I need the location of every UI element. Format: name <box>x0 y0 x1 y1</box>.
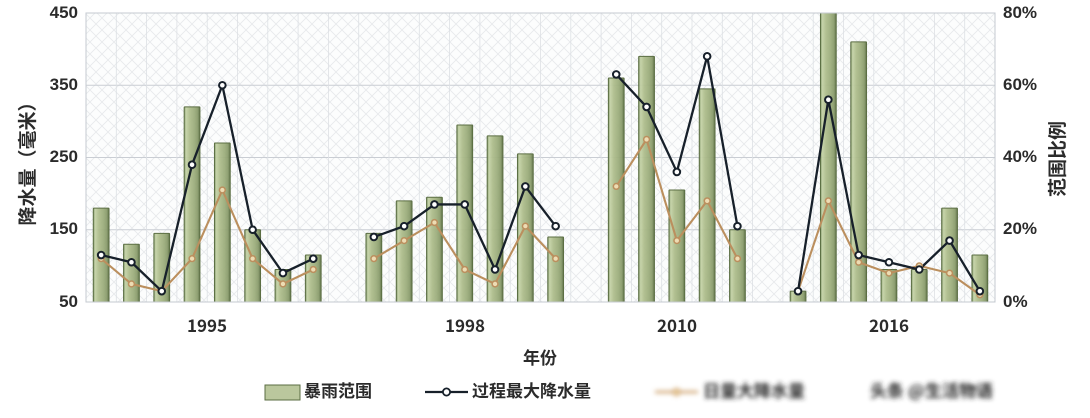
svg-text:250: 250 <box>50 147 78 166</box>
svg-text:60%: 60% <box>1003 75 1037 94</box>
svg-text:1995: 1995 <box>187 312 227 337</box>
svg-text:过程最大降水量: 过程最大降水量 <box>472 377 591 402</box>
svg-text:350: 350 <box>50 75 78 94</box>
svg-text:降水量（毫米）: 降水量（毫米） <box>13 92 40 225</box>
svg-text:2016: 2016 <box>869 312 909 337</box>
svg-text:日量大降水量: 日量大降水量 <box>703 377 805 402</box>
svg-text:150: 150 <box>50 219 78 238</box>
svg-text:80%: 80% <box>1003 3 1037 22</box>
svg-text:范围比例: 范围比例 <box>1043 121 1070 197</box>
svg-text:50: 50 <box>59 292 78 311</box>
svg-text:1998: 1998 <box>445 312 485 337</box>
svg-text:年份: 年份 <box>523 344 557 369</box>
svg-text:40%: 40% <box>1003 147 1037 166</box>
svg-text:450: 450 <box>50 3 78 22</box>
svg-text:2010: 2010 <box>657 312 697 337</box>
svg-text:头条 @生活物语: 头条 @生活物语 <box>870 377 993 402</box>
svg-text:20%: 20% <box>1003 219 1037 238</box>
svg-text:0%: 0% <box>1003 292 1028 311</box>
svg-text:暴雨范围: 暴雨范围 <box>304 377 372 402</box>
